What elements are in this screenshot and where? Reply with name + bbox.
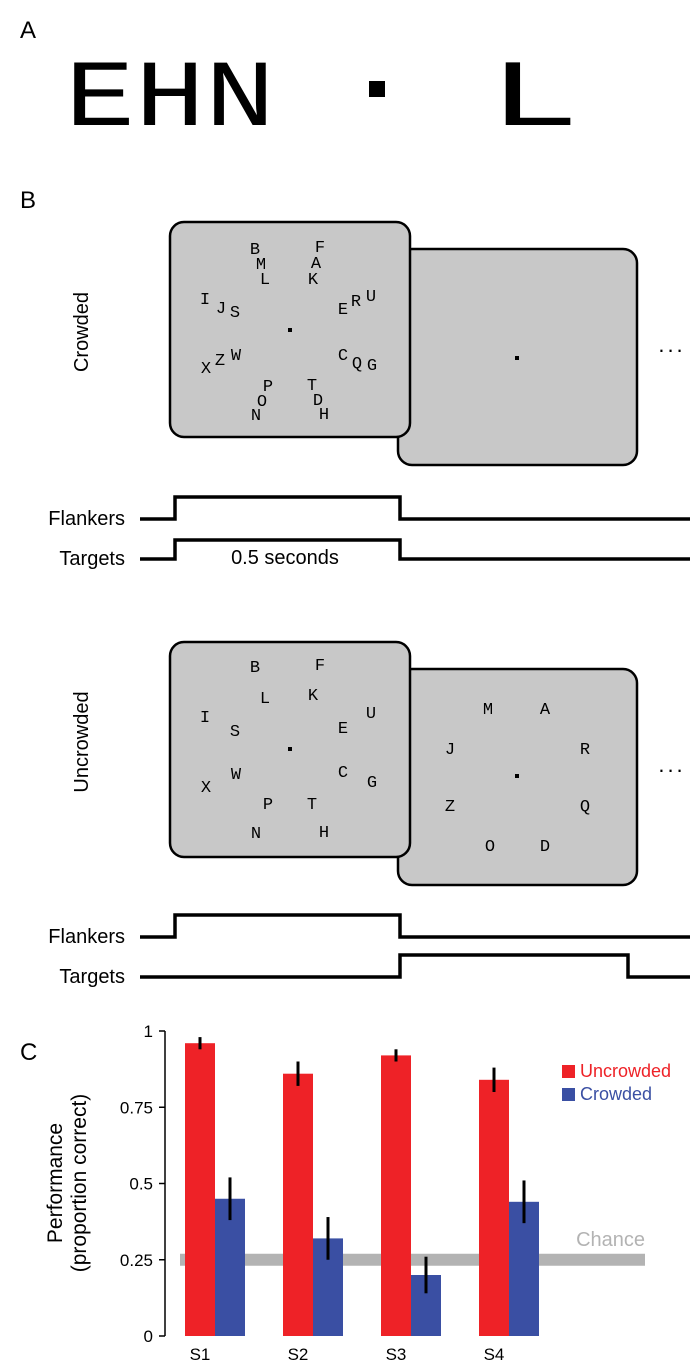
y-tick-label: 0 [144,1327,153,1346]
x-tick-label: S1 [190,1345,211,1364]
fixation-dot [288,328,292,332]
stimulus-letter: O [257,393,267,412]
stimulus-letter: Q [352,355,362,374]
stimulus-letter: K [308,271,319,290]
stimulus-letter: U [366,705,376,724]
stimulus-letter: R [351,293,361,312]
stimulus-letter: L [260,690,270,709]
stimulus-letter: D [313,392,323,411]
stimulus-letter: H [319,824,329,843]
y-tick-label: 0.5 [129,1175,153,1194]
chance-label: Chance [576,1229,645,1251]
stimulus-letter: W [231,766,242,785]
stimulus-letter: T [307,377,317,396]
fixation-dot [369,81,385,97]
ellipsis: ... [658,752,685,777]
target-trace [140,953,690,979]
trace-label: Targets [59,548,125,570]
stimulus-letter: O [485,838,495,857]
stimulus-letter: N [251,407,261,426]
stimulus-letter: B [250,659,260,678]
stimulus-letter: C [338,764,348,783]
condition-label: Uncrowded [71,691,93,792]
fixation-dot [515,356,519,360]
stimulus-letter: J [445,741,455,760]
stimulus-letter: B [250,241,260,260]
stimulus-letter: M [483,701,493,720]
x-tick-label: S2 [288,1345,309,1364]
stimulus-letter: A [311,255,322,274]
stimulus-letter: K [308,687,319,706]
x-tick-label: S4 [484,1345,505,1364]
stimulus-letter: F [315,657,325,676]
flanker-trace [140,495,690,521]
stimulus-letter: R [580,741,590,760]
y-axis-title: Performance [44,1123,67,1243]
stimulus-letter: G [367,357,377,376]
bar [283,1073,313,1336]
stimulus-letter: Q [580,798,590,817]
chart: 0 0.25 0.5 0.75 1 Performance (proportion corr… [44,1022,671,1364]
stimulus-letter: W [231,347,242,366]
stimulus-letter: P [263,378,273,397]
stimulus-letter: E [338,301,348,320]
bar [509,1201,539,1336]
bar [185,1043,215,1336]
stimulus-letter: T [307,796,317,815]
target-letter: L [488,46,580,154]
stimulus-letter: C [338,347,348,366]
fixation-dot [288,747,292,751]
panel-label: A [20,17,36,44]
trace-label: Targets [59,966,125,988]
stimulus-letter: Z [215,352,225,371]
stimulus-letter: H [319,406,329,425]
stimulus-letter: S [230,304,240,323]
legend-label: Uncrowded [580,1061,671,1081]
ellipsis: ... [658,332,685,357]
x-tick-label: S3 [386,1345,407,1364]
stimulus-letter: D [540,838,550,857]
y-tick-label: 0.75 [120,1098,153,1117]
stimulus-letter: U [366,288,376,307]
fixation-dot [515,774,519,778]
condition-label: Crowded [71,292,93,372]
flanker-trace [140,913,690,939]
bar [381,1055,411,1336]
y-axis-title: (proportion correct) [68,1094,91,1273]
trace-label: Flankers [48,508,125,530]
stimulus-letter: I [200,291,210,310]
bar [479,1079,509,1336]
panel-label: B [20,187,36,214]
y-tick-label: 1 [144,1022,153,1041]
flanker-letters: EHN [65,46,275,154]
stimulus-letter: G [367,774,377,793]
stimulus-letter: S [230,723,240,742]
stimulus-letter: X [201,779,211,798]
y-tick-label: 0.25 [120,1251,153,1270]
stimulus-letter: L [260,271,270,290]
stimulus-letter: X [201,360,211,379]
stimulus-letter: N [251,825,261,844]
stimulus-letter: I [200,709,210,728]
stimulus-letter: Z [445,798,455,817]
stimulus-letter: J [216,300,226,319]
legend-swatch [562,1065,575,1078]
legend-swatch [562,1088,575,1101]
duration-label: 0.5 seconds [231,547,339,569]
stimulus-letter: A [540,701,551,720]
trace-label: Flankers [48,926,125,948]
target-trace [140,538,690,561]
legend-label: Crowded [580,1084,652,1104]
stimulus-letter: E [338,720,348,739]
stimulus-letter: M [256,256,266,275]
stimulus-letter: F [315,239,325,258]
bar [215,1198,245,1336]
stimulus-letter: P [263,796,273,815]
panel-label: C [20,1039,37,1066]
